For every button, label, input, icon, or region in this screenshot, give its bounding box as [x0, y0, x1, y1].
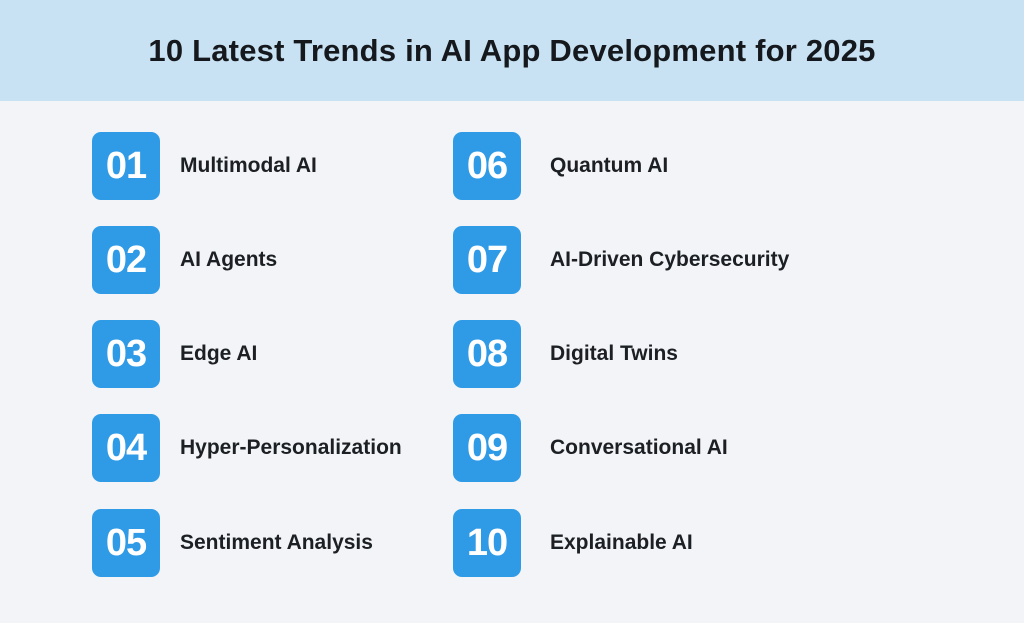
trend-label: AI Agents	[180, 248, 278, 271]
header-banner: 10 Latest Trends in AI App Development f…	[0, 0, 1024, 101]
trend-item-06: 06 Quantum AI	[453, 132, 668, 200]
number-badge: 01	[92, 132, 160, 200]
trend-item-02: 02 AI Agents	[92, 226, 277, 294]
trend-label: Conversational AI	[550, 436, 728, 459]
number-badge: 02	[92, 226, 160, 294]
number-badge: 06	[453, 132, 521, 200]
trend-item-03: 03 Edge AI	[92, 320, 257, 388]
page-title: 10 Latest Trends in AI App Development f…	[148, 32, 876, 68]
number-badge: 05	[92, 509, 160, 577]
trend-label: Hyper-Personalization	[180, 436, 402, 459]
number-badge: 07	[453, 226, 521, 294]
trend-item-07: 07 AI-Driven Cybersecurity	[453, 226, 789, 294]
trend-label: Quantum AI	[550, 154, 669, 177]
trend-label: Digital Twins	[550, 342, 678, 365]
trend-item-01: 01 Multimodal AI	[92, 132, 317, 200]
number-badge: 10	[453, 509, 521, 577]
number-badge: 08	[453, 320, 521, 388]
trend-label: Sentiment Analysis	[180, 531, 373, 554]
number-badge: 09	[453, 414, 521, 482]
trend-item-08: 08 Digital Twins	[453, 320, 678, 388]
trend-item-05: 05 Sentiment Analysis	[92, 509, 373, 577]
trend-label: Multimodal AI	[180, 154, 317, 177]
trend-item-10: 10 Explainable AI	[453, 509, 693, 577]
trend-item-09: 09 Conversational AI	[453, 414, 728, 482]
trend-label: AI-Driven Cybersecurity	[550, 248, 790, 271]
trend-label: Explainable AI	[550, 531, 693, 554]
number-badge: 04	[92, 414, 160, 482]
number-badge: 03	[92, 320, 160, 388]
trend-label: Edge AI	[180, 342, 258, 365]
trend-item-04: 04 Hyper-Personalization	[92, 414, 402, 482]
